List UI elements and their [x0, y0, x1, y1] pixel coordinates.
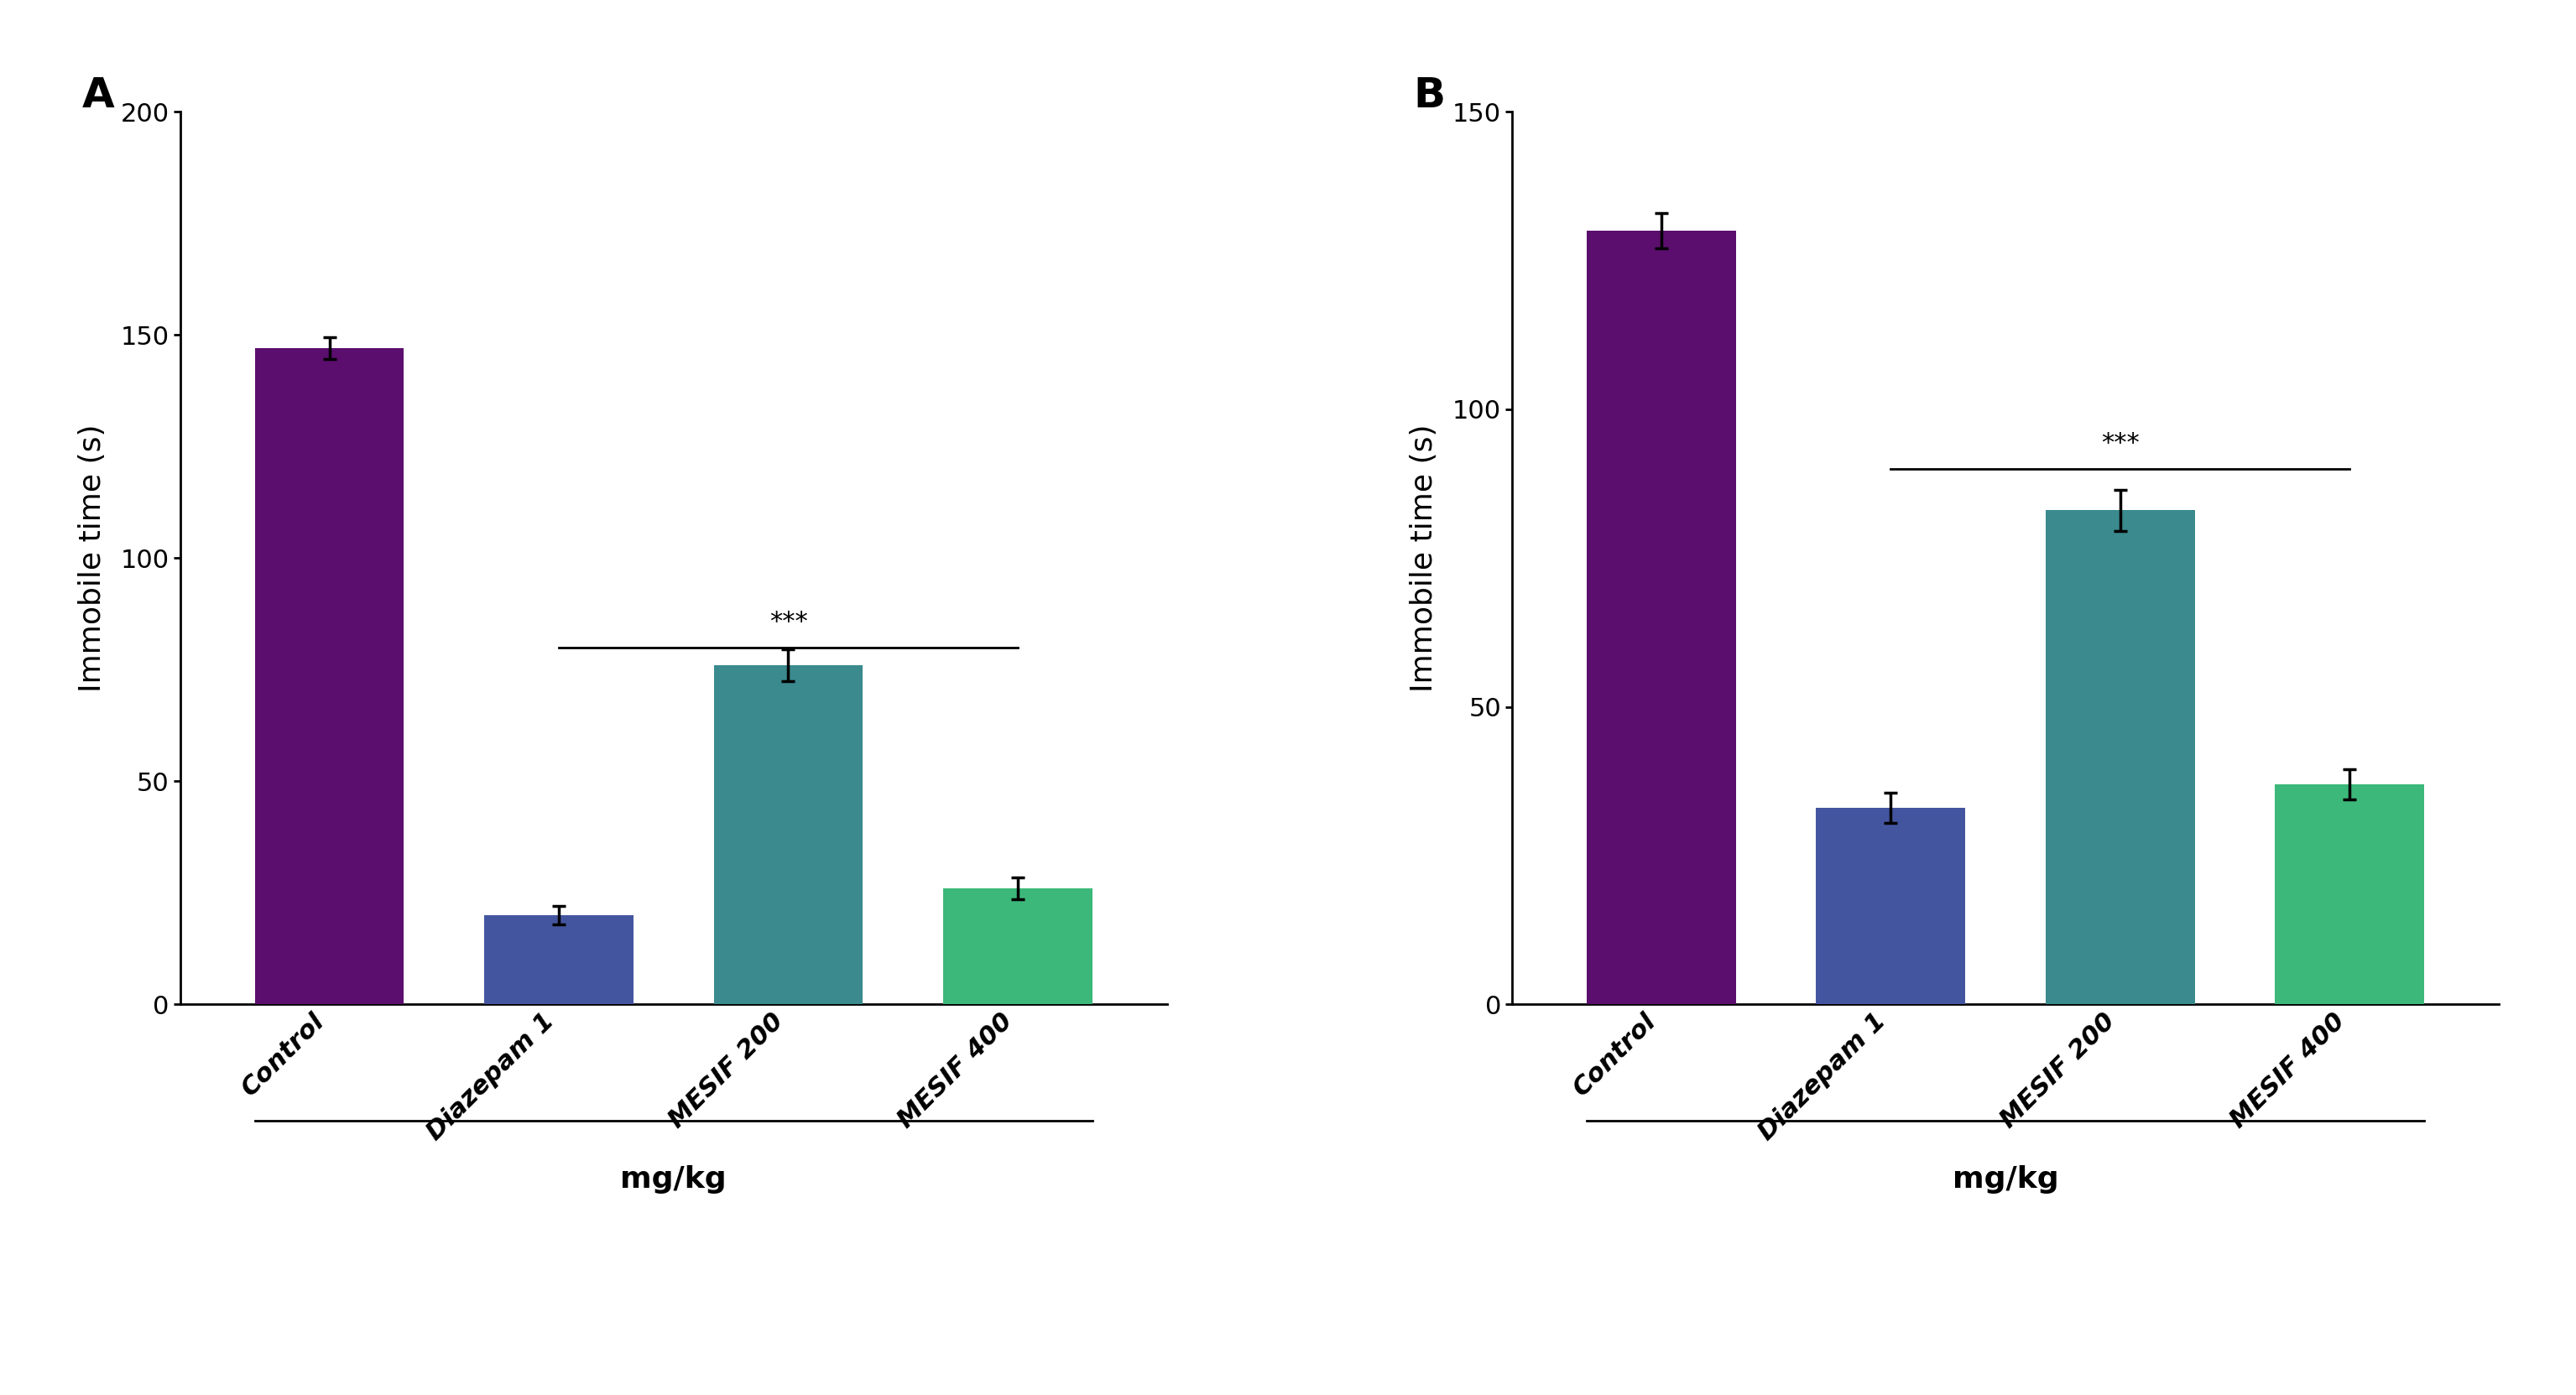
Bar — [255, 349, 404, 1004]
Bar — [714, 665, 863, 1004]
Text: B: B — [1414, 75, 1445, 116]
Bar — [1587, 230, 1736, 1004]
Text: A: A — [82, 75, 113, 116]
Text: mg/kg: mg/kg — [621, 1165, 726, 1194]
Text: mg/kg: mg/kg — [1953, 1165, 2058, 1194]
Bar — [484, 915, 634, 1004]
Bar — [2275, 784, 2424, 1004]
Bar — [943, 889, 1092, 1004]
Y-axis label: Immobile time (s): Immobile time (s) — [1409, 424, 1437, 692]
Text: ***: *** — [770, 610, 806, 633]
Y-axis label: Immobile time (s): Immobile time (s) — [77, 424, 106, 692]
Bar — [1816, 808, 1965, 1004]
Text: ***: *** — [2102, 431, 2138, 455]
Bar — [2045, 511, 2195, 1004]
